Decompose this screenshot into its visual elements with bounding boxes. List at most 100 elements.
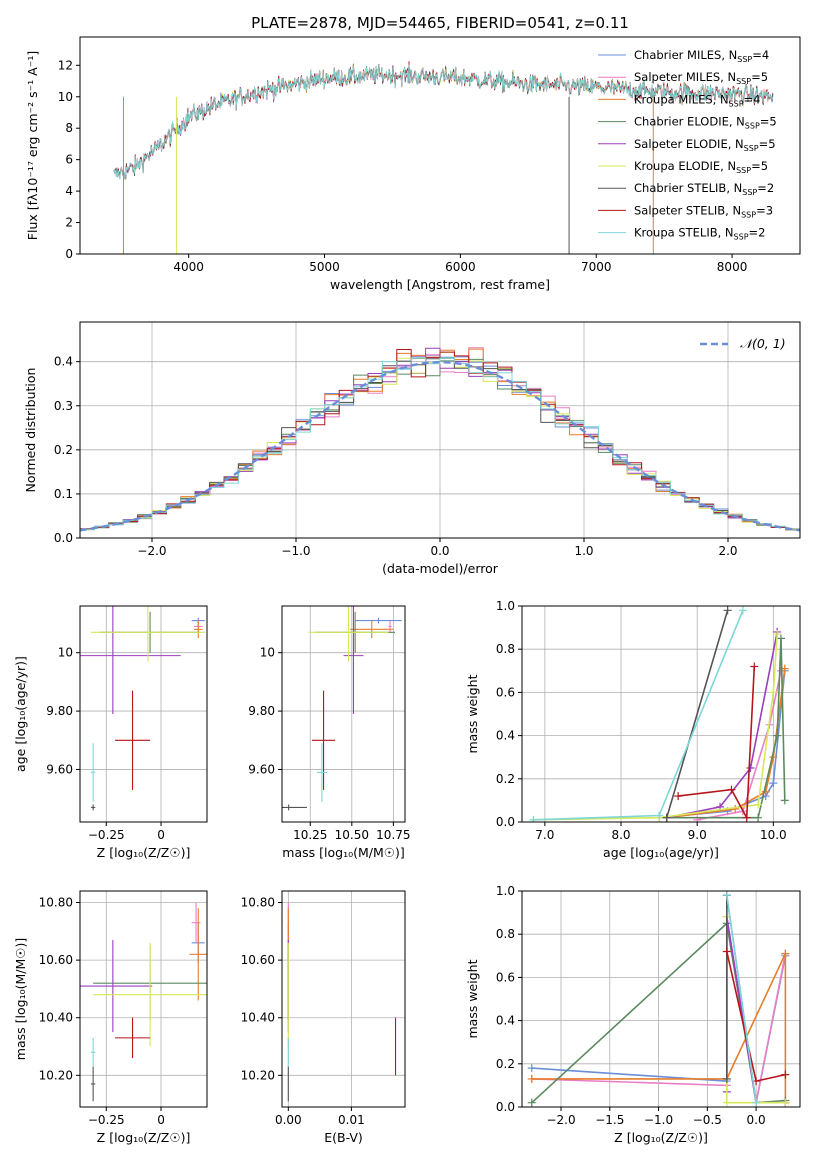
weight-marker: [722, 947, 731, 956]
weight-marker: [781, 1070, 790, 1079]
plot-area: [80, 347, 800, 538]
weight-marker: [769, 779, 778, 788]
errorbar-point: [282, 804, 307, 811]
x-tick-label: −2.0: [546, 1113, 575, 1127]
weight-marker: [527, 1098, 536, 1107]
weight-line: [531, 953, 787, 1103]
x-tick-label: −0.5: [693, 1113, 722, 1127]
weight-marker: [780, 796, 789, 805]
weight-marker: [722, 1074, 731, 1083]
y-tick-label: 0.0: [496, 815, 515, 829]
weight-marker: [527, 1064, 536, 1073]
y-tick-label: 0.6: [496, 970, 515, 984]
weight-marker: [655, 811, 664, 820]
axes-frame: [521, 890, 801, 1108]
errorbar-point: [115, 690, 151, 790]
errorbar-point: [191, 902, 201, 943]
x-tick-label: 1.0: [574, 544, 593, 558]
axes-residuals: −2.0 −1.0 0.0 1.0 2.0 0.0 0.1 0.2 0.3 0.4 (data-mo…: [23, 321, 801, 576]
x-tick-label: 9.0: [688, 828, 707, 842]
weight-line: [665, 610, 729, 818]
y-tick-label: 10.80: [39, 896, 73, 910]
x-tick-label: 2.0: [718, 544, 737, 558]
y-tick-label: 10.60: [39, 953, 73, 967]
errorbar-point: [90, 606, 205, 662]
errorbar-point: [90, 743, 96, 802]
y-tick-label: 0.1: [54, 487, 73, 501]
weight-marker: [754, 813, 763, 822]
y-tick-label: 0.2: [496, 1057, 515, 1071]
x-axis-label: mass [log₁₀(M/M☉)]: [282, 845, 404, 860]
x-tick-label: −1.5: [595, 1113, 624, 1127]
plot-area: [527, 891, 790, 1107]
errorbar-point: [311, 690, 336, 790]
weight-line: [697, 670, 782, 821]
errorbar-point: [189, 908, 207, 1001]
y-tick-label: 10.60: [241, 953, 275, 967]
y-tick-label: 0.3: [54, 399, 73, 413]
y-tick-label: 8: [65, 121, 73, 135]
y-axis-label: age [log₁₀(age/yr)]: [13, 656, 28, 772]
weight-marker: [750, 662, 759, 671]
x-tick-label: 7.0: [535, 828, 554, 842]
x-tick-label: 0.0: [430, 544, 449, 558]
y-tick-label: 0.2: [54, 443, 73, 457]
y-tick-label: 0: [65, 247, 73, 261]
errorbar-point: [343, 606, 364, 714]
weight-marker: [727, 785, 736, 794]
x-axis-label: age [log₁₀(age/yr)]: [603, 845, 719, 860]
y-axis-label: mass weight: [465, 959, 480, 1038]
y-tick-label: 10: [260, 646, 275, 660]
axes-frame: [281, 890, 406, 1108]
weight-line: [533, 609, 744, 821]
x-tick-label: −1.0: [644, 1113, 673, 1127]
axes-z-age: −0.25 0 9.60 9.80 10 Z [log₁₀(Z/Z☉)] age [log₁…: [13, 605, 208, 860]
y-tick-label: 9.80: [248, 704, 275, 718]
legend-entry: 𝒩(0, 1): [740, 336, 786, 351]
weight-marker: [731, 805, 740, 814]
axes-frame: [79, 890, 208, 1108]
legend-entry: Salpeter STELIB, NSSP=3: [634, 203, 773, 219]
legend-entry: Chabrier STELIB, NSSP=2: [634, 181, 774, 197]
x-tick-label: 7000: [581, 260, 612, 274]
weight-marker: [674, 792, 683, 801]
x-tick-label: 0: [157, 1113, 165, 1127]
plot-area: [80, 606, 205, 811]
x-tick-label: −2.0: [137, 544, 166, 558]
figure-title: PLATE=2878, MJD=54465, FIBERID=0541, z=0…: [251, 14, 629, 32]
weight-marker: [776, 634, 785, 643]
y-tick-label: 10: [58, 646, 73, 660]
y-tick-label: 10.40: [39, 1011, 73, 1025]
weight-line: [533, 634, 778, 821]
y-tick-label: 9.80: [46, 704, 73, 718]
axes-frame: [79, 36, 801, 255]
plot-area: [113, 61, 774, 254]
errorbar-point: [193, 620, 203, 639]
x-tick-label: −0.25: [88, 1113, 125, 1127]
weight-marker: [742, 813, 751, 822]
legend-entry: Kroupa ELODIE, NSSP=5: [634, 159, 768, 175]
weight-line: [666, 631, 778, 819]
weight-marker: [738, 606, 747, 615]
y-tick-label: 9.60: [248, 762, 275, 776]
weight-marker: [752, 1098, 761, 1107]
errorbar-point: [316, 743, 327, 802]
y-tick-label: 6: [65, 153, 73, 167]
x-tick-label: 10.0: [760, 828, 787, 842]
errorbar-point: [355, 617, 402, 624]
y-tick-label: 0.4: [54, 355, 73, 369]
errorbar-point: [93, 942, 207, 1047]
x-tick-label: 8000: [717, 260, 748, 274]
errorbar-point: [115, 1017, 151, 1059]
x-axis-label: wavelength [Angstrom, rest frame]: [330, 277, 550, 292]
weight-marker: [662, 813, 671, 822]
y-tick-label: 2: [65, 216, 73, 230]
y-axis-label: mass [log₁₀(M/M☉)]: [13, 938, 28, 1060]
y-tick-label: 12: [58, 58, 73, 72]
weight-marker: [722, 1098, 731, 1107]
y-tick-label: 0.0: [54, 531, 73, 545]
x-tick-label: −1.0: [281, 544, 310, 558]
y-tick-label: 0.2: [496, 772, 515, 786]
errorbar-point: [90, 1037, 96, 1067]
